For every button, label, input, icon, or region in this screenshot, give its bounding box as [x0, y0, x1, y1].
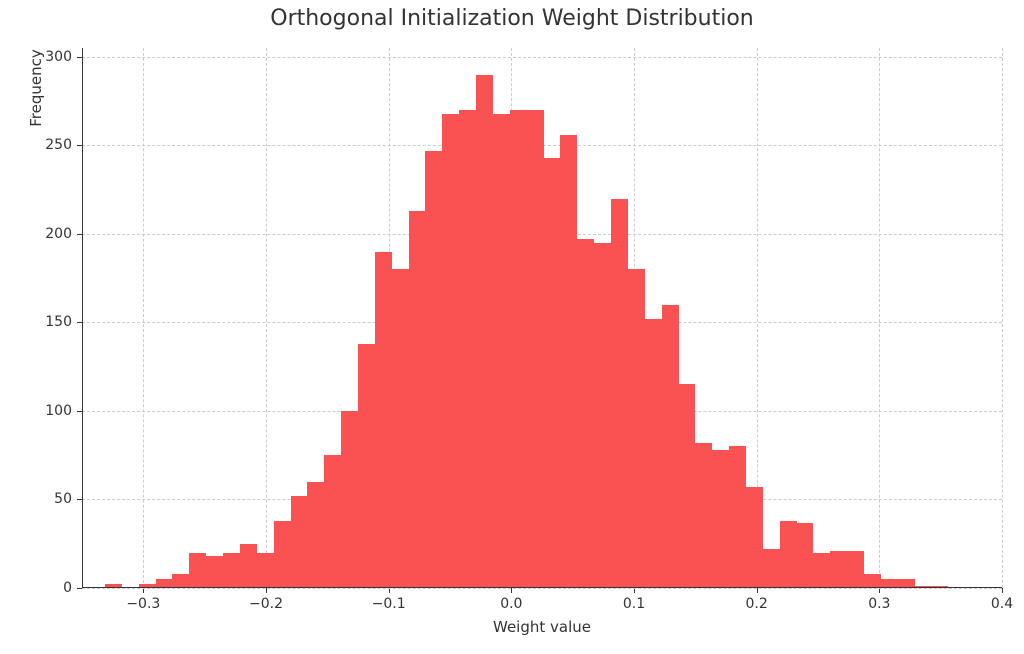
histogram-bar: [240, 544, 257, 588]
y-gridline: [82, 588, 1002, 589]
x-gridline: [1002, 48, 1003, 588]
x-tick-label: −0.3: [126, 588, 160, 612]
histogram-bar: [358, 344, 375, 588]
histogram-bar: [813, 553, 830, 588]
histogram-bar: [712, 450, 729, 588]
histogram-bar: [307, 482, 324, 588]
y-tick-label: 250: [45, 137, 82, 153]
histogram-bar: [577, 239, 594, 588]
histogram-bar: [257, 553, 274, 588]
histogram-bar: [797, 523, 814, 589]
histogram-bar: [780, 521, 797, 588]
histogram-bar: [679, 384, 696, 588]
x-tick-label: 0.3: [868, 588, 890, 612]
histogram-bar: [847, 551, 864, 588]
y-tick-label: 50: [54, 491, 82, 507]
x-tick-label: −0.1: [372, 588, 406, 612]
histogram-bar: [274, 521, 291, 588]
histogram-bar: [206, 556, 223, 588]
y-axis-spine: [82, 48, 83, 588]
histogram-bar: [628, 269, 645, 588]
x-tick-label: 0.1: [623, 588, 645, 612]
histogram-bar: [476, 75, 493, 588]
histogram-bar: [763, 549, 780, 588]
x-tick-label: −0.2: [249, 588, 283, 612]
y-gridline: [82, 57, 1002, 58]
x-gridline: [143, 48, 144, 588]
plot-area: Weight value Frequency −0.3−0.2−0.10.00.…: [82, 48, 1002, 588]
histogram-bar: [864, 574, 881, 588]
histogram-bar: [560, 135, 577, 588]
histogram-bar: [459, 110, 476, 588]
histogram-bar: [662, 305, 679, 588]
histogram-bar: [392, 269, 409, 588]
x-gridline: [879, 48, 880, 588]
histogram-bar: [375, 252, 392, 588]
histogram-bar: [189, 553, 206, 588]
x-gridline: [266, 48, 267, 588]
y-tick-label: 0: [63, 580, 82, 596]
histogram-bar: [510, 110, 527, 588]
histogram-bar: [746, 487, 763, 588]
histogram-bar: [830, 551, 847, 588]
histogram-bar: [493, 114, 510, 588]
y-tick-label: 100: [45, 403, 82, 419]
x-tick-label: 0.0: [500, 588, 522, 612]
histogram-figure: Orthogonal Initialization Weight Distrib…: [0, 0, 1024, 654]
histogram-bar: [729, 446, 746, 588]
y-axis-label: Frequency: [27, 0, 45, 358]
x-axis-spine: [82, 587, 1002, 588]
histogram-bar: [611, 199, 628, 589]
chart-title: Orthogonal Initialization Weight Distrib…: [0, 6, 1024, 31]
x-tick-label: 0.2: [746, 588, 768, 612]
histogram-bar: [594, 243, 611, 588]
histogram-bar: [172, 574, 189, 588]
y-tick-label: 200: [45, 226, 82, 242]
y-tick-label: 300: [45, 49, 82, 65]
histogram-bar: [645, 319, 662, 588]
histogram-bar: [527, 110, 544, 588]
x-tick-label: 0.4: [991, 588, 1013, 612]
histogram-bar: [341, 411, 358, 588]
histogram-bar: [291, 496, 308, 588]
histogram-bar: [324, 455, 341, 588]
histogram-bar: [695, 443, 712, 588]
histogram-bar: [409, 211, 426, 588]
y-tick-label: 150: [45, 314, 82, 330]
histogram-bar: [442, 114, 459, 588]
x-axis-label: Weight value: [82, 618, 1002, 636]
histogram-bar: [425, 151, 442, 588]
histogram-bar: [223, 553, 240, 588]
histogram-bar: [544, 158, 561, 588]
